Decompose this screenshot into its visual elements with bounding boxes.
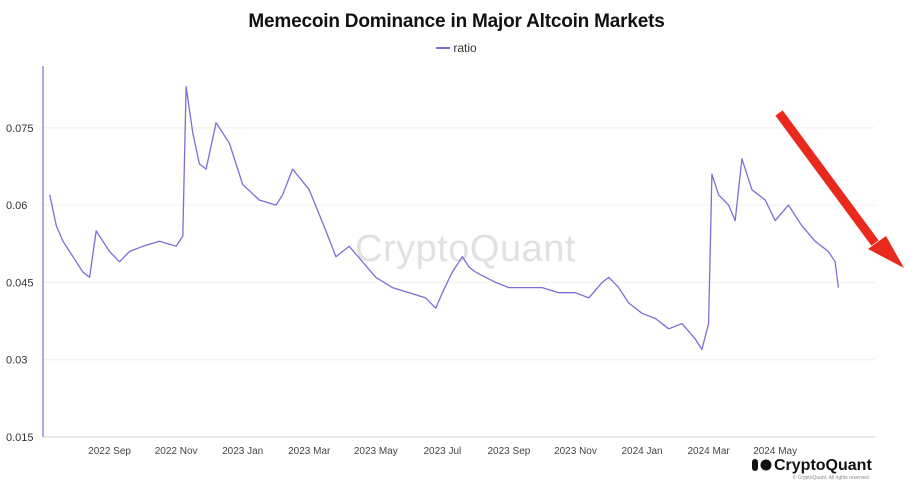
cryptoquant-logo-icon xyxy=(752,459,772,471)
y-tick-label: 0.03 xyxy=(6,355,27,367)
chart-title: Memecoin Dominance in Major Altcoin Mark… xyxy=(248,11,665,32)
legend[interactable]: ratio xyxy=(0,41,913,55)
legend-label: ratio xyxy=(453,41,477,55)
x-tick-label: 2024 Mar xyxy=(687,446,730,457)
y-tick-label: 0.075 xyxy=(6,123,34,135)
x-tick-label: 2024 May xyxy=(753,446,797,457)
copyright: © CryptoQuant. All rights reserved. xyxy=(792,475,870,481)
watermark: CryptoQuant xyxy=(355,228,576,270)
x-tick-label: 2023 Mar xyxy=(288,446,331,457)
x-tick-label: 2022 Sep xyxy=(88,446,131,457)
legend-swatch xyxy=(436,46,451,49)
x-tick-label: 2023 Jul xyxy=(423,446,461,457)
y-tick-label: 0.015 xyxy=(6,432,34,444)
x-tick-label: 2023 Jan xyxy=(222,446,263,457)
y-tick-label: 0.06 xyxy=(6,200,27,212)
arrow-shaft xyxy=(775,110,879,246)
x-tick-label: 2023 May xyxy=(354,446,398,457)
trend-arrow xyxy=(775,110,904,268)
series-line-ratio[interactable] xyxy=(49,85,840,351)
x-tick-label: 2023 Nov xyxy=(554,446,597,457)
x-tick-label: 2023 Sep xyxy=(488,446,531,457)
brand-name: CryptoQuant xyxy=(774,457,872,474)
x-tick-label: 2022 Nov xyxy=(155,446,198,457)
brand-logo: CryptoQuant xyxy=(752,456,872,475)
x-tick-label: 2024 Jan xyxy=(621,446,662,457)
arrow-head xyxy=(868,236,904,268)
y-tick-label: 0.045 xyxy=(6,277,34,289)
